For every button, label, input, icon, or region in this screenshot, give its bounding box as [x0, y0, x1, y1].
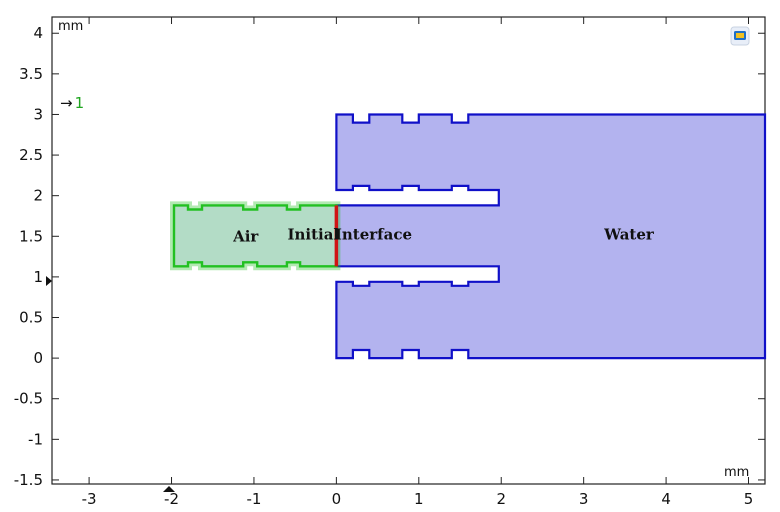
interface-label: Interface	[335, 226, 412, 244]
x-tick-label: 1	[414, 490, 424, 508]
x-axis-pointer-icon	[163, 486, 175, 492]
water-region[interactable]	[335, 113, 767, 360]
x-tick-label: -3	[82, 490, 97, 508]
y-tick-label: -1.5	[14, 471, 43, 489]
axis-ticks: -3 -2 -1 0 1 2 3 4 5 -1.5 -1 -0.5 0 0.5 1 1.5 2 2.5 3 3.5 4	[14, 17, 765, 508]
axis-orientation-marker: → 1	[60, 94, 84, 112]
y-tick-label: -0.5	[14, 390, 43, 408]
x-unit-label: mm	[724, 465, 749, 480]
x-tick-label: 5	[744, 490, 754, 508]
y-tick-label: 4	[33, 24, 43, 42]
initial-label: Initial	[287, 226, 339, 244]
x-tick-label: -2	[164, 490, 179, 508]
x-tick-label: 4	[661, 490, 671, 508]
y-tick-label: 1	[33, 268, 43, 286]
x-tick-label: 0	[332, 490, 342, 508]
y-tick-label: 0	[33, 349, 43, 367]
air-region[interactable]	[172, 204, 338, 268]
y-tick-label: 2.5	[19, 146, 43, 164]
air-label: Air	[232, 227, 259, 245]
y-unit-label: mm	[58, 19, 83, 34]
y-tick-label: 3.5	[19, 65, 43, 83]
logo-accent	[736, 33, 744, 38]
x-tick-label: 3	[579, 490, 589, 508]
x-tick-label: 2	[496, 490, 506, 508]
y-tick-label: -1	[28, 430, 43, 448]
x-tick-label: -1	[246, 490, 261, 508]
app-logo-icon	[730, 26, 750, 46]
y-tick-label: 3	[33, 105, 43, 123]
y-tick-label: 1.5	[19, 227, 43, 245]
y-axis-pointer-icon	[46, 276, 52, 286]
y-tick-label: 2	[33, 187, 43, 205]
y-tick-label: 0.5	[19, 309, 43, 327]
water-label: Water	[603, 226, 655, 244]
decorations: → 1	[46, 26, 750, 492]
geometry[interactable]	[170, 113, 767, 360]
